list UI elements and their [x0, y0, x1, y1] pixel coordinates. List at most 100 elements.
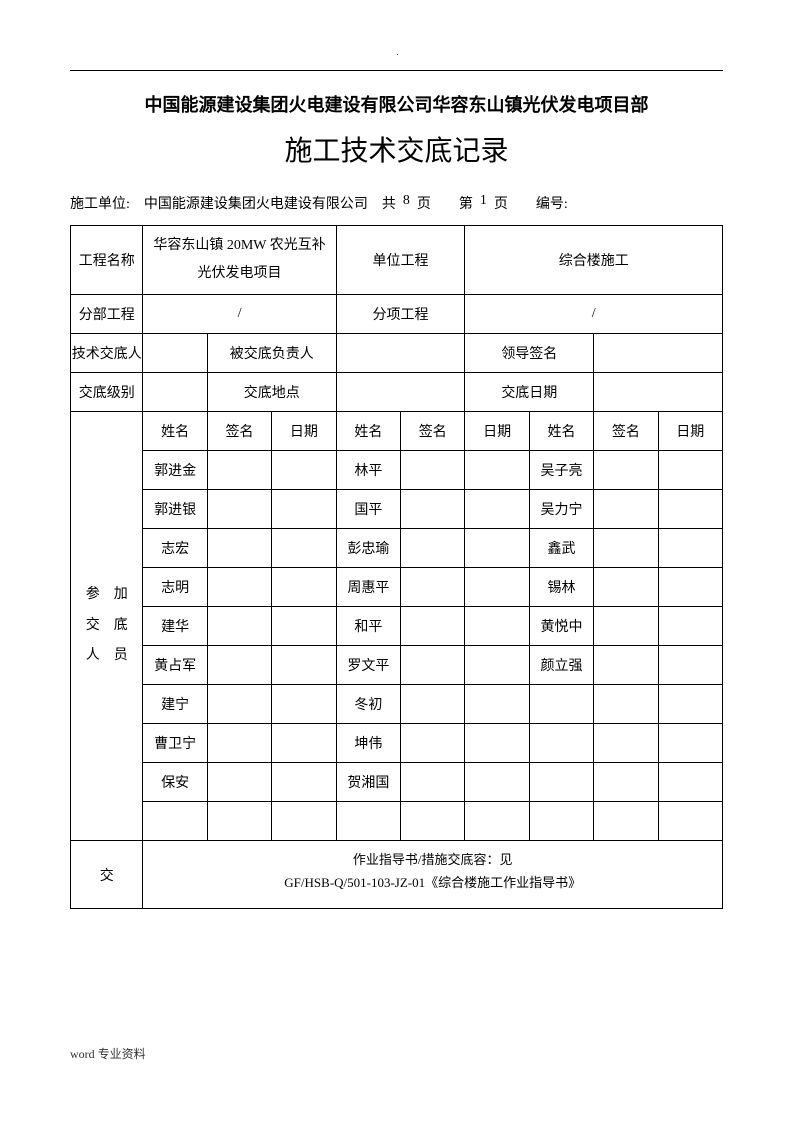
cell-sign [401, 646, 465, 685]
total-pages-prefix: 共 [382, 193, 396, 213]
page: . 中国能源建设集团火电建设有限公司华容东山镇光伏发电项目部 施工技术交底记录 … [0, 0, 793, 1122]
cell-date [272, 529, 336, 568]
table-row: 志明 周惠平 锡林 [71, 568, 723, 607]
cell-sign [207, 646, 271, 685]
value-location [336, 373, 465, 412]
cell-date [272, 802, 336, 841]
head-name-3: 姓名 [529, 412, 593, 451]
header-company: 中国能源建设集团火电建设有限公司华容东山镇光伏发电项目部 [70, 91, 723, 117]
cell-date [465, 607, 529, 646]
value-item-project: / [465, 295, 723, 334]
table-row: 黄占军 罗文平 颜立强 [71, 646, 723, 685]
cell-name: 彭忠瑜 [336, 529, 400, 568]
cell-date [272, 451, 336, 490]
value-date [594, 373, 723, 412]
page-prefix: 第 [459, 193, 473, 213]
project-name-line2: 光伏发电项目 [143, 260, 335, 288]
cell-date [272, 607, 336, 646]
value-responsible [336, 334, 465, 373]
footer-line2: GF/HSB-Q/501-103-JZ-01《综合楼施工作业指导书》 [149, 872, 716, 891]
cell-sign [207, 529, 271, 568]
cell-name: 坤伟 [336, 724, 400, 763]
cell-date [658, 802, 722, 841]
label-date: 交底日期 [465, 373, 594, 412]
cell-name [529, 802, 593, 841]
label-sub-project: 分部工程 [71, 295, 143, 334]
cell-name [529, 685, 593, 724]
cell-name: 建华 [143, 607, 207, 646]
row-sub-project: 分部工程 / 分项工程 / [71, 295, 723, 334]
cell-sign [594, 763, 658, 802]
cell-name: 黄占军 [143, 646, 207, 685]
table-row: 志宏 彭忠瑜 鑫武 [71, 529, 723, 568]
cell-date [465, 490, 529, 529]
cell-sign [401, 568, 465, 607]
total-pages-value: 8 [403, 193, 410, 213]
cell-sign [594, 646, 658, 685]
table-row [71, 802, 723, 841]
cell-sign [207, 763, 271, 802]
participants-l1: 参 加 [71, 580, 142, 611]
cell-sign [207, 451, 271, 490]
meta-line: 施工单位: 中国能源建设集团火电建设有限公司 共 8 页 第 1 页 编号: [70, 193, 723, 213]
table-row: 建华 和平 黄悦中 [71, 607, 723, 646]
head-sign-2: 签名 [401, 412, 465, 451]
row-footer: 交 作业指导书/措施交底容：见 GF/HSB-Q/501-103-JZ-01《综… [71, 841, 723, 909]
cell-sign [401, 490, 465, 529]
cell-name: 锡林 [529, 568, 593, 607]
cell-date [272, 685, 336, 724]
cell-sign [594, 724, 658, 763]
table-row: 郭进金 林平 吴子亮 [71, 451, 723, 490]
head-name-1: 姓名 [143, 412, 207, 451]
cell-date [465, 802, 529, 841]
row-level: 交底级别 交底地点 交底日期 [71, 373, 723, 412]
cell-name: 黄悦中 [529, 607, 593, 646]
cell-name: 鑫武 [529, 529, 593, 568]
cell-sign [401, 451, 465, 490]
cell-sign [594, 685, 658, 724]
cell-name: 周惠平 [336, 568, 400, 607]
cell-name: 郭进银 [143, 490, 207, 529]
head-date-2: 日期 [465, 412, 529, 451]
cell-date [272, 724, 336, 763]
cell-sign [594, 568, 658, 607]
cell-name: 吴子亮 [529, 451, 593, 490]
cell-sign [207, 607, 271, 646]
cell-sign [401, 763, 465, 802]
table-row: 郭进银 国平 吴力宁 [71, 490, 723, 529]
cell-name: 建宁 [143, 685, 207, 724]
cell-sign [594, 490, 658, 529]
cell-name: 曹卫宁 [143, 724, 207, 763]
cell-sign [594, 451, 658, 490]
label-footer: 交 [71, 841, 143, 909]
label-responsible: 被交底负责人 [207, 334, 336, 373]
head-date-1: 日期 [272, 412, 336, 451]
cell-sign [207, 802, 271, 841]
participants-header: 参 加 交 底 人 员 姓名 签名 日期 姓名 签名 日期 姓名 签名 日期 [71, 412, 723, 451]
footer-content: 作业指导书/措施交底容：见 GF/HSB-Q/501-103-JZ-01《综合楼… [143, 841, 723, 909]
cell-sign [207, 685, 271, 724]
bottom-note: word 专业资料 [70, 1045, 146, 1062]
cell-date [272, 763, 336, 802]
value-tech-person [143, 334, 207, 373]
cell-name: 吴力宁 [529, 490, 593, 529]
value-leader-sign [594, 334, 723, 373]
participants-l2: 交 底 [71, 611, 142, 642]
cell-sign [207, 724, 271, 763]
cell-date [465, 763, 529, 802]
label-item-project: 分项工程 [336, 295, 465, 334]
cell-date [658, 451, 722, 490]
cell-sign [594, 607, 658, 646]
top-rule [70, 70, 723, 71]
cell-name: 贺湘国 [336, 763, 400, 802]
cell-name: 罗文平 [336, 646, 400, 685]
cell-name: 和平 [336, 607, 400, 646]
cell-date [658, 490, 722, 529]
cell-sign [401, 724, 465, 763]
cell-name [529, 724, 593, 763]
unit-label: 施工单位: [70, 193, 130, 213]
label-leader-sign: 领导签名 [465, 334, 594, 373]
cell-sign [401, 529, 465, 568]
cell-date [658, 529, 722, 568]
cell-name [529, 763, 593, 802]
